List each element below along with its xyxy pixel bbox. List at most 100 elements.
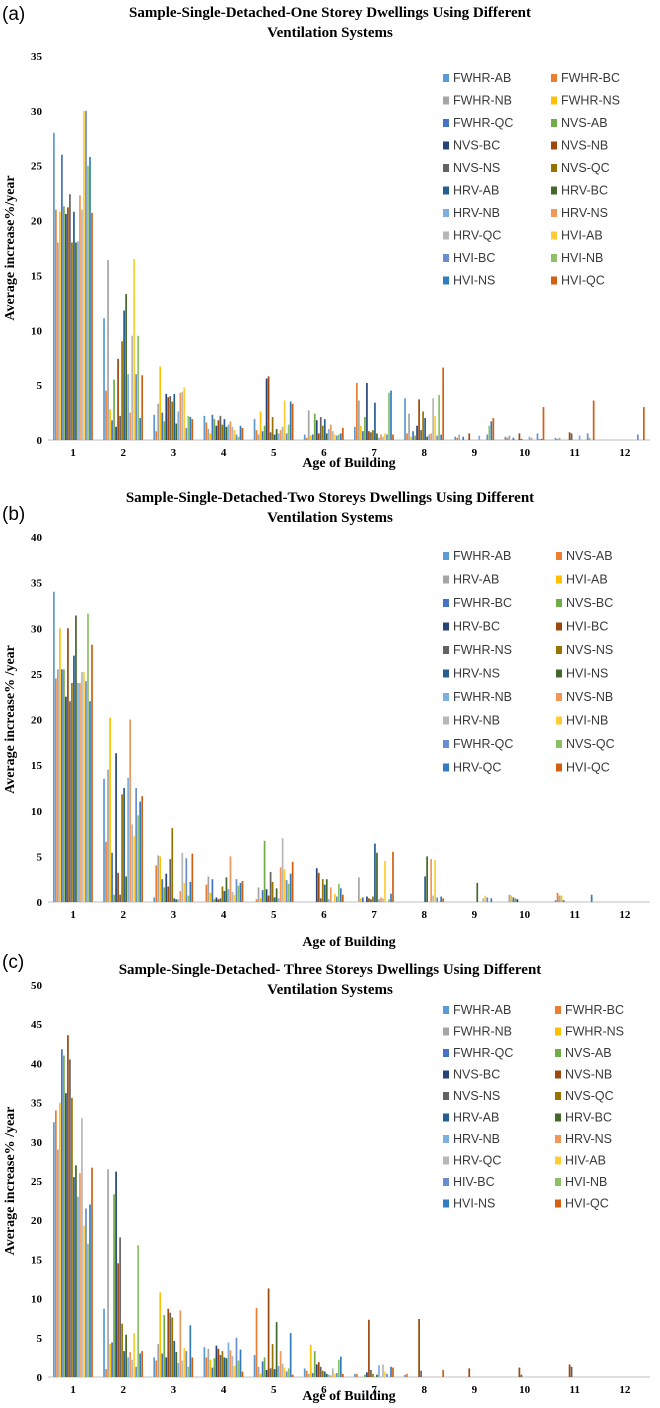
bar-HRV-BC-age-4 — [215, 897, 218, 902]
bar-HRV-NB-age-1 — [81, 672, 83, 902]
bar-NVS-NS-age-1 — [71, 683, 73, 902]
bar-HRV-NS-age-10 — [530, 437, 533, 440]
x-tick-label: 6 — [321, 909, 327, 921]
bar-HRV-BC-age-7 — [376, 1374, 378, 1377]
bar-HRV-QC-age-6 — [339, 888, 342, 902]
bar-NVS-QC-age-5 — [271, 416, 274, 440]
bar-HVI-BC-age-4 — [235, 434, 238, 440]
legend-label-FWHR-NB: FWHR-NB — [453, 1025, 512, 1039]
x-tick-label: 2 — [121, 447, 127, 459]
bar-FWHR-QC-age-1 — [61, 154, 63, 441]
bar-HRV-NS-age-5 — [279, 430, 282, 440]
bar-HRV-NB-age-3 — [181, 852, 184, 902]
bar-HRV-NS-age-4 — [229, 421, 232, 440]
bar-HVI-NS-age-2 — [139, 1353, 142, 1377]
bar-HVI-NS-age-5 — [275, 888, 278, 902]
bar-NVS-AB-age-6 — [313, 1351, 316, 1377]
bar-HRV-NS-age-1 — [79, 195, 81, 440]
y-axis-title: Average increase% /year — [3, 645, 18, 794]
bar-HRV-BC-age-6 — [325, 433, 328, 440]
bar-FWHR-AB-age-3 — [153, 897, 156, 902]
bar-HVI-QC-age-1 — [91, 212, 93, 440]
bar-FWHR-QC-age-10 — [512, 437, 515, 440]
bar-HVI-AB-age-4 — [233, 430, 236, 440]
legend-label-FWHR-QC: FWHR-QC — [453, 116, 513, 130]
bar-HVI-QC-age-11 — [592, 400, 595, 440]
legend-label-HVI-QC: HVI-QC — [565, 1197, 609, 1211]
bar-HVI-NS-age-8 — [440, 434, 443, 440]
bar-NVS-QC-age-1 — [87, 613, 89, 902]
legend-swatch-HRV-BC — [555, 1113, 561, 1122]
bar-NVS-NB-age-6 — [317, 433, 320, 440]
bar-HVI-AB-age-6 — [333, 434, 336, 440]
bar-NVS-QC-age-5 — [271, 1344, 274, 1377]
bar-HRV-NS-age-2 — [129, 1351, 131, 1377]
bar-HRV-NB-age-7 — [378, 437, 380, 440]
bar-FWHR-QC-age-8 — [436, 897, 438, 902]
bar-HVI-NS-age-7 — [376, 852, 378, 902]
bar-FWHR-QC-age-1 — [85, 681, 87, 902]
bar-HVI-BC-age-3 — [185, 427, 188, 440]
bar-HRV-NS-age-2 — [129, 412, 131, 440]
bar-FWHR-NS-age-6 — [319, 898, 322, 902]
chart-title-line-2: Ventilation Systems — [267, 510, 393, 526]
bar-FWHR-AB-age-4 — [203, 415, 206, 440]
bar-HRV-AB-age-3 — [173, 393, 176, 440]
bar-NVS-NS-age-1 — [69, 194, 71, 440]
legend-label-HVI-NB: HVI-NB — [561, 251, 603, 265]
y-tick-label: 0 — [37, 897, 43, 909]
bar-HIV-AB-age-7 — [384, 1371, 386, 1377]
bar-HVI-QC-age-6 — [341, 894, 344, 902]
bar-HRV-BC-age-8 — [426, 436, 428, 440]
bar-NVS-BC-age-4 — [213, 899, 216, 902]
bar-HVI-QC-age-8 — [442, 898, 445, 902]
bar-HVI-AB-age-2 — [133, 258, 135, 440]
bar-HRV-NS-age-6 — [329, 424, 332, 440]
legend-swatch-NVS-BC — [443, 141, 449, 150]
bar-HRV-BC-age-6 — [315, 868, 318, 902]
x-tick-label: 3 — [171, 447, 177, 459]
legend-label-NVS-NB: NVS-NB — [561, 139, 608, 153]
y-tick-label: 0 — [37, 1372, 43, 1384]
bar-FWHR-AB-age-2 — [103, 778, 105, 902]
bar-HIV-AB-age-6 — [333, 1373, 336, 1377]
bar-NVS-NB-age-3 — [179, 891, 182, 902]
bar-FWHR-BC-age-5 — [255, 1308, 258, 1377]
bar-NVS-NS-age-3 — [169, 1312, 172, 1377]
bar-NVS-BC-age-3 — [165, 393, 168, 440]
bar-HRV-AB-age-6 — [323, 419, 326, 440]
bar-HRV-AB-age-2 — [107, 769, 109, 902]
bar-HVI-NS-age-5 — [289, 1333, 292, 1377]
bar-HRV-QC-age-7 — [382, 1364, 384, 1377]
bar-HRV-NB-age-8 — [432, 895, 434, 902]
chart-title-line-2: Ventilation Systems — [267, 982, 393, 998]
bar-HIV-AB-age-3 — [183, 1347, 186, 1377]
bar-HVI-QC-age-8 — [442, 367, 445, 440]
y-tick-label: 30 — [31, 1137, 43, 1149]
bar-NVS-NS-age-7 — [370, 1369, 372, 1377]
bar-FWHR-BC-age-11 — [562, 900, 565, 902]
legend-swatch-FWHR-AB — [443, 1006, 449, 1014]
bar-NVS-AB-age-5 — [255, 899, 258, 902]
bar-FWHR-BC-age-4 — [205, 1357, 208, 1377]
bar-FWHR-NB-age-2 — [107, 1169, 109, 1377]
bar-NVS-NB-age-10 — [518, 1367, 521, 1377]
y-tick-label: 10 — [31, 806, 43, 818]
bar-FWHR-NB-age-8 — [408, 413, 410, 440]
bar-HRV-BC-age-4 — [225, 426, 228, 440]
bar-HRV-NS-age-6 — [329, 1375, 332, 1377]
bar-HVI-BC-age-11 — [586, 433, 589, 440]
bar-FWHR-NB-age-6 — [307, 1373, 310, 1377]
bar-NVS-NB-age-11 — [568, 432, 571, 440]
bar-FWHR-NB-age-5 — [257, 1366, 260, 1377]
bar-NVS-NS-age-8 — [420, 430, 422, 440]
bar-FWHR-BC-age-1 — [61, 669, 63, 902]
bar-HRV-QC-age-7 — [390, 893, 392, 902]
bar-NVS-NB-age-8 — [418, 399, 420, 440]
bar-FWHR-BC-age-5 — [261, 890, 264, 902]
bar-FWHR-QC-age-4 — [211, 414, 214, 440]
bar-NVS-NB-age-9 — [468, 433, 471, 440]
bar-FWHR-AB-age-1 — [53, 591, 55, 902]
bar-NVS-NB-age-7 — [368, 431, 370, 440]
bar-FWHR-NB-age-11 — [558, 437, 561, 440]
